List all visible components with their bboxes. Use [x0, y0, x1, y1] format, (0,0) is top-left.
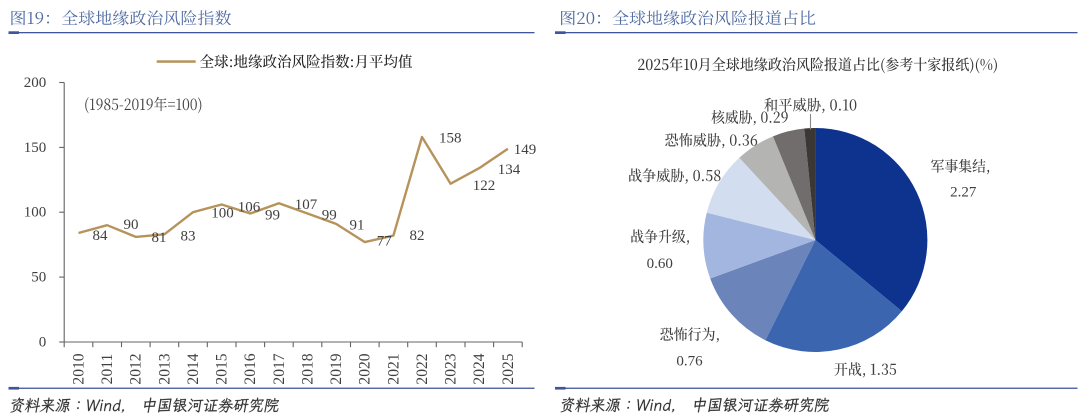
svg-text:107: 107 — [295, 197, 318, 213]
svg-text:106: 106 — [238, 200, 261, 216]
svg-text:0.76: 0.76 — [676, 354, 703, 370]
svg-text:2018: 2018 — [299, 353, 316, 384]
svg-text:2.27: 2.27 — [950, 184, 977, 200]
svg-text:2022: 2022 — [414, 353, 431, 384]
svg-text:99: 99 — [322, 208, 337, 224]
svg-text:2016: 2016 — [242, 353, 259, 384]
svg-text:90: 90 — [124, 217, 139, 233]
svg-text:100: 100 — [24, 205, 47, 221]
svg-text:2010: 2010 — [70, 353, 87, 384]
svg-text:50: 50 — [31, 270, 46, 286]
svg-text:2011: 2011 — [99, 354, 116, 385]
svg-text:2012: 2012 — [128, 353, 145, 384]
svg-text:91: 91 — [350, 218, 365, 234]
svg-text:2017: 2017 — [271, 353, 288, 384]
svg-text:2021: 2021 — [385, 353, 402, 384]
svg-text:149: 149 — [514, 142, 537, 158]
svg-text:99: 99 — [265, 208, 280, 224]
svg-text:2023: 2023 — [443, 353, 460, 384]
svg-text:82: 82 — [410, 228, 425, 244]
svg-text:122: 122 — [473, 178, 496, 194]
svg-text:200: 200 — [24, 75, 47, 91]
svg-text:100: 100 — [211, 206, 234, 222]
svg-text:81: 81 — [152, 230, 167, 246]
svg-text:83: 83 — [181, 229, 196, 245]
svg-text:2013: 2013 — [156, 353, 173, 384]
svg-text:150: 150 — [24, 140, 47, 156]
svg-text:158: 158 — [439, 131, 462, 147]
svg-text:2015: 2015 — [214, 353, 231, 384]
svg-text:77: 77 — [377, 234, 393, 250]
svg-text:2020: 2020 — [357, 353, 374, 384]
svg-text:0.60: 0.60 — [647, 256, 673, 272]
svg-text:134: 134 — [498, 162, 521, 178]
svg-text:2024: 2024 — [471, 353, 488, 384]
svg-text:84: 84 — [93, 228, 109, 244]
svg-text:2014: 2014 — [185, 353, 202, 384]
svg-text:0: 0 — [39, 334, 47, 350]
svg-text:2025: 2025 — [500, 353, 517, 384]
svg-text:2019: 2019 — [328, 353, 345, 384]
